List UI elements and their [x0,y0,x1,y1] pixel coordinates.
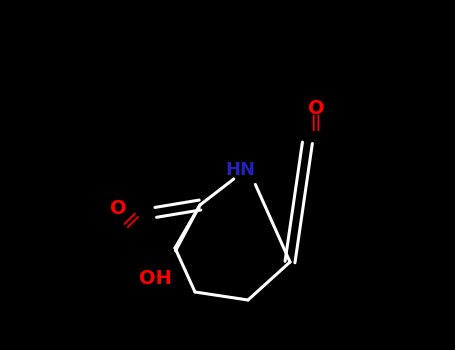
Text: O: O [308,98,324,118]
Text: ||: || [121,211,140,231]
Text: HN: HN [225,161,255,179]
Text: OH: OH [139,268,172,287]
Text: ||: || [310,115,322,131]
Text: O: O [110,198,126,217]
